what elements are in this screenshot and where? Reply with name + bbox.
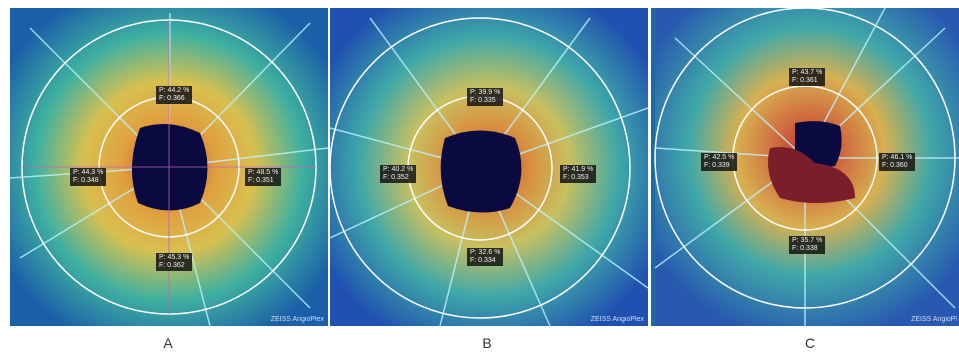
angio-panel-b: P: 39.9 % F: 0.335 P: 40.2 % F: 0.352 P: 4… — [330, 8, 648, 326]
heatmap-image-b — [330, 8, 648, 326]
angio-panel-c: P: 43.7 % F: 0.361 P: 42.5 % F: 0.339 P: 4… — [651, 8, 959, 326]
measurement-left: P: 42.5 % F: 0.339 — [701, 153, 738, 171]
brand-watermark: ZEISS AngioPlex — [270, 316, 324, 323]
measurement-top: P: 44.2 % F: 0.366 — [156, 86, 193, 104]
measurement-bottom: P: 32.6 % F: 0.334 — [467, 248, 504, 266]
measurement-left: P: 40.2 % F: 0.352 — [380, 165, 417, 183]
angio-panel-a: P: 44.2 % F: 0.366 P: 44.3 % F: 0.348 P: 4… — [10, 8, 328, 326]
panel-label-b: B — [482, 335, 492, 351]
panel-label-a: A — [163, 335, 173, 351]
brand-watermark: ZEISS AngioPlex — [590, 316, 644, 323]
measurement-bottom: P: 35.7 % F: 0.338 — [789, 236, 826, 254]
brand-watermark: ZEISS AngioPl — [911, 316, 957, 323]
panel-label-c: C — [804, 335, 816, 351]
measurement-right: P: 48.5 % F: 0.351 — [245, 168, 282, 186]
measurement-top: P: 39.9 % F: 0.335 — [467, 88, 504, 106]
heatmap-image-a — [10, 8, 328, 326]
measurement-right: P: 41.9 % F: 0.353 — [560, 165, 597, 183]
measurement-bottom: P: 45.3 % F: 0.362 — [156, 253, 193, 271]
measurement-left: P: 44.3 % F: 0.348 — [70, 168, 107, 186]
measurement-top: P: 43.7 % F: 0.361 — [789, 68, 826, 86]
measurement-right: P: 46.1 % F: 0.360 — [879, 153, 916, 171]
